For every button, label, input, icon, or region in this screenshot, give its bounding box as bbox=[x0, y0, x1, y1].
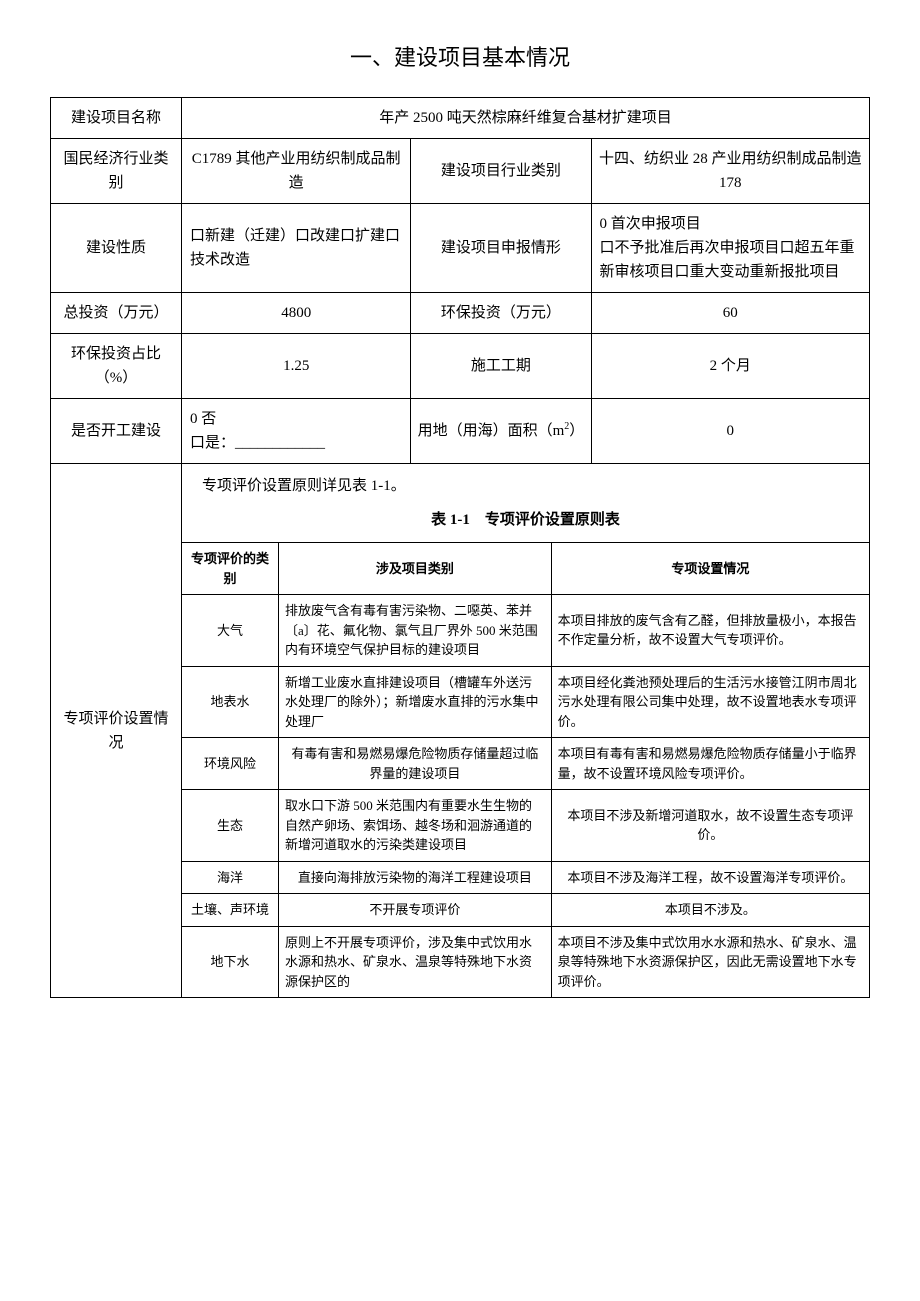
sub-table-row: 土壤、声环境 不开展专项评价 本项目不涉及。 bbox=[182, 894, 869, 927]
sub-table-header-row: 专项评价的类别 涉及项目类别 专项设置情况 bbox=[182, 543, 869, 595]
value-declaration-type: 0 首次申报项目 口不予批准后再次申报项目口超五年重新审核项目口重大变动重新报批… bbox=[591, 204, 869, 293]
value-started-yes: 口是：____________ bbox=[190, 435, 325, 451]
value-env-ratio: 1.25 bbox=[182, 334, 411, 399]
table-row: 国民经济行业类别 C1789 其他产业用纺织制成品制造 建设项目行业类别 十四、… bbox=[51, 139, 870, 204]
sub-category: 地表水 bbox=[182, 666, 278, 738]
sub-status: 本项目排放的废气含有乙醛，但排放量极小，本报告不作定量分析，故不设置大气专项评价… bbox=[551, 595, 869, 667]
label-project-name: 建设项目名称 bbox=[51, 98, 182, 139]
sub-table-row: 环境风险 有毒有害和易燃易爆危险物质存储量超过临界量的建设项目 本项目有毒有害和… bbox=[182, 738, 869, 790]
sub-desc: 排放废气含有毒有害污染物、二噁英、苯并〔a〕花、氟化物、氯气且厂界外 500 米… bbox=[278, 595, 551, 667]
sub-desc: 取水口下游 500 米范围内有重要水生生物的自然产卵场、索饵场、越冬场和洄游通道… bbox=[278, 790, 551, 862]
value-industry-code: C1789 其他产业用纺织制成品制造 bbox=[182, 139, 411, 204]
sub-category: 生态 bbox=[182, 790, 278, 862]
sub-category: 土壤、声环境 bbox=[182, 894, 278, 927]
page-title: 一、建设项目基本情况 bbox=[50, 40, 870, 72]
sub-header-category: 专项评价的类别 bbox=[182, 543, 278, 595]
sub-header-status: 专项设置情况 bbox=[551, 543, 869, 595]
value-industry-type: 十四、纺织业 28 产业用纺织制成品制造 178 bbox=[591, 139, 869, 204]
sub-status: 本项目经化粪池预处理后的生活污水接管江阴市周北污水处理有限公司集中处理，故不设置… bbox=[551, 666, 869, 738]
label-construction-period: 施工工期 bbox=[411, 334, 591, 399]
sub-intro: 专项评价设置原则详见表 1-1。 bbox=[182, 464, 869, 503]
sub-status: 本项目有毒有害和易燃易爆危险物质存储量小于临界量，故不设置环境风险专项评价。 bbox=[551, 738, 869, 790]
label-land-area: 用地（用海）面积（m2） bbox=[411, 399, 591, 464]
sub-table: 专项评价的类别 涉及项目类别 专项设置情况 大气 排放废气含有毒有害污染物、二噁… bbox=[182, 542, 869, 997]
value-total-investment: 4800 bbox=[182, 293, 411, 334]
table-row: 总投资（万元） 4800 环保投资（万元） 60 bbox=[51, 293, 870, 334]
label-started: 是否开工建设 bbox=[51, 399, 182, 464]
value-env-investment: 60 bbox=[591, 293, 869, 334]
sub-category: 地下水 bbox=[182, 926, 278, 997]
sub-category: 海洋 bbox=[182, 861, 278, 894]
sub-table-container: 专项评价设置原则详见表 1-1。 表 1-1 专项评价设置原则表 专项评价的类别… bbox=[182, 464, 870, 998]
table-row: 建设性质 口新建（迁建）口改建口扩建口技术改造 建设项目申报情形 0 首次申报项… bbox=[51, 204, 870, 293]
sub-caption: 表 1-1 专项评价设置原则表 bbox=[182, 503, 869, 542]
sub-table-row: 海洋 直接向海排放污染物的海洋工程建设项目 本项目不涉及海洋工程，故不设置海洋专… bbox=[182, 861, 869, 894]
sub-status: 本项目不涉及。 bbox=[551, 894, 869, 927]
sub-desc: 不开展专项评价 bbox=[278, 894, 551, 927]
label-special-evaluation: 专项评价设置情况 bbox=[51, 464, 182, 998]
sub-desc: 有毒有害和易燃易爆危险物质存储量超过临界量的建设项目 bbox=[278, 738, 551, 790]
label-construction-nature: 建设性质 bbox=[51, 204, 182, 293]
value-construction-nature: 口新建（迁建）口改建口扩建口技术改造 bbox=[182, 204, 411, 293]
sub-desc: 新增工业废水直排建设项目（槽罐车外送污水处理厂的除外）；新增废水直排的污水集中处… bbox=[278, 666, 551, 738]
label-env-investment: 环保投资（万元） bbox=[411, 293, 591, 334]
label-total-investment: 总投资（万元） bbox=[51, 293, 182, 334]
sub-status: 本项目不涉及新增河道取水，故不设置生态专项评价。 bbox=[551, 790, 869, 862]
value-land-area: 0 bbox=[591, 399, 869, 464]
table-row: 建设项目名称 年产 2500 吨天然棕麻纤维复合基材扩建项目 bbox=[51, 98, 870, 139]
value-started-no: 0 否 bbox=[190, 411, 216, 427]
sub-table-row: 生态 取水口下游 500 米范围内有重要水生生物的自然产卵场、索饵场、越冬场和洄… bbox=[182, 790, 869, 862]
sub-status: 本项目不涉及集中式饮用水水源和热水、矿泉水、温泉等特殊地下水资源保护区，因此无需… bbox=[551, 926, 869, 997]
label-env-ratio: 环保投资占比（%） bbox=[51, 334, 182, 399]
label-industry-type: 建设项目行业类别 bbox=[411, 139, 591, 204]
table-row: 环保投资占比（%） 1.25 施工工期 2 个月 bbox=[51, 334, 870, 399]
sub-table-row: 地下水 原则上不开展专项评价，涉及集中式饮用水水源和热水、矿泉水、温泉等特殊地下… bbox=[182, 926, 869, 997]
sub-table-row: 大气 排放废气含有毒有害污染物、二噁英、苯并〔a〕花、氟化物、氯气且厂界外 50… bbox=[182, 595, 869, 667]
main-table: 建设项目名称 年产 2500 吨天然棕麻纤维复合基材扩建项目 国民经济行业类别 … bbox=[50, 97, 870, 998]
sub-category: 环境风险 bbox=[182, 738, 278, 790]
sub-desc: 原则上不开展专项评价，涉及集中式饮用水水源和热水、矿泉水、温泉等特殊地下水资源保… bbox=[278, 926, 551, 997]
value-project-name: 年产 2500 吨天然棕麻纤维复合基材扩建项目 bbox=[182, 98, 870, 139]
table-row: 专项评价设置情况 专项评价设置原则详见表 1-1。 表 1-1 专项评价设置原则… bbox=[51, 464, 870, 998]
value-construction-period: 2 个月 bbox=[591, 334, 869, 399]
sub-table-row: 地表水 新增工业废水直排建设项目（槽罐车外送污水处理厂的除外）；新增废水直排的污… bbox=[182, 666, 869, 738]
label-declaration-type: 建设项目申报情形 bbox=[411, 204, 591, 293]
table-row: 是否开工建设 0 否 口是：____________ 用地（用海）面积（m2） … bbox=[51, 399, 870, 464]
sub-header-desc: 涉及项目类别 bbox=[278, 543, 551, 595]
value-started: 0 否 口是：____________ bbox=[182, 399, 411, 464]
sub-desc: 直接向海排放污染物的海洋工程建设项目 bbox=[278, 861, 551, 894]
sub-category: 大气 bbox=[182, 595, 278, 667]
label-industry-code: 国民经济行业类别 bbox=[51, 139, 182, 204]
sub-status: 本项目不涉及海洋工程，故不设置海洋专项评价。 bbox=[551, 861, 869, 894]
